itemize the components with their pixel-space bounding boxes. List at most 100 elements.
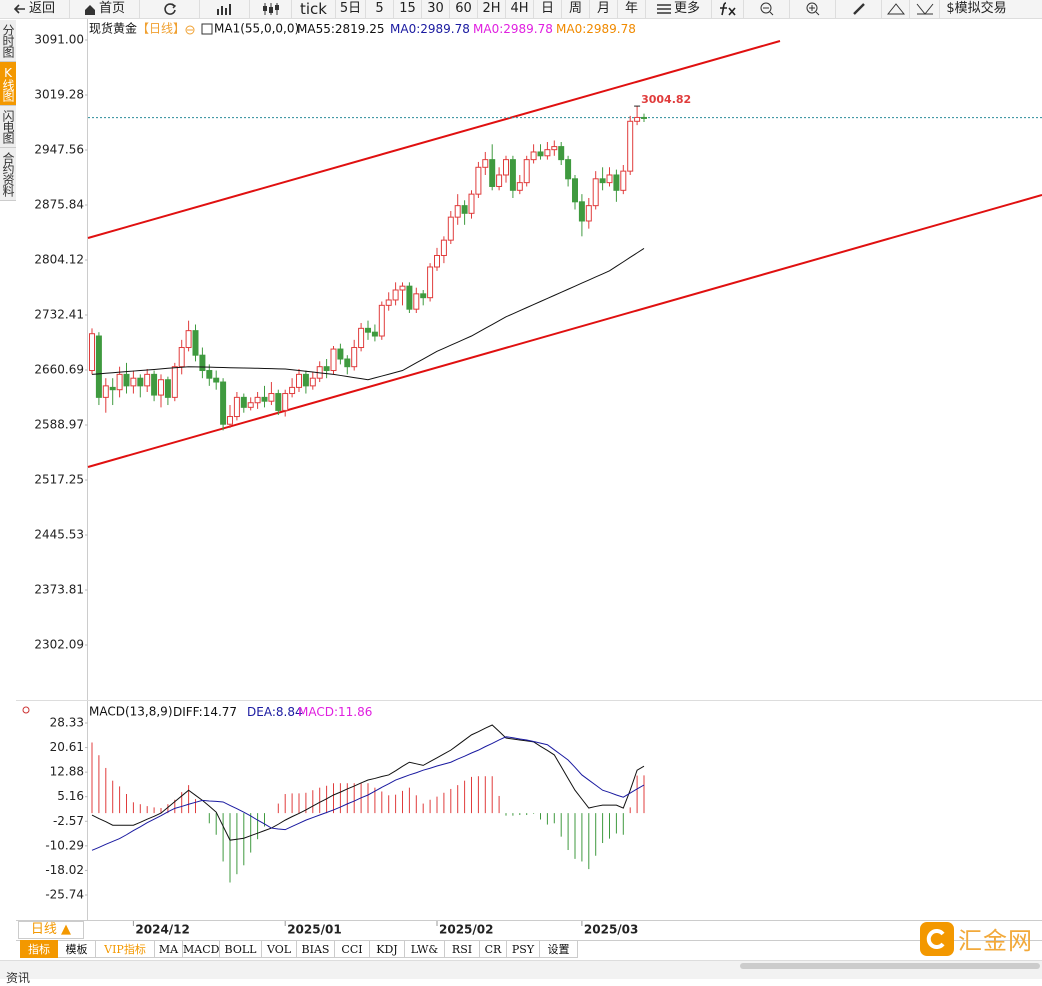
indicator-tab[interactable]: CCI: [335, 940, 370, 958]
period-button[interactable]: 4H: [506, 0, 534, 18]
period-button[interactable]: 5日: [336, 0, 366, 18]
candle-body: [206, 370, 213, 379]
candle-body: [503, 159, 509, 176]
down-button[interactable]: [910, 0, 940, 18]
sidebar-tab-active[interactable]: K线图: [0, 62, 16, 106]
candle-body: [641, 116, 647, 119]
home-button[interactable]: 首页: [70, 0, 140, 18]
y-tick-label: 2373.81: [34, 582, 84, 596]
candle-body: [275, 393, 282, 411]
draw-button[interactable]: [836, 0, 882, 18]
y-tick-label: 2732.41: [34, 307, 84, 321]
indicator-tab[interactable]: VOL: [262, 940, 297, 958]
formula-button[interactable]: [712, 0, 744, 18]
diff-legend: DIFF:14.77: [173, 705, 237, 719]
candle-body: [185, 330, 192, 349]
candle-body: [192, 330, 199, 356]
button-label: 更多: [673, 1, 700, 16]
macd-tick-label: -2.57: [53, 814, 84, 828]
candle-body: [585, 205, 592, 222]
indicator-tab[interactable]: 指标: [20, 940, 58, 958]
period-button[interactable]: 年: [618, 0, 646, 18]
indicator-tab[interactable]: LW&: [405, 940, 445, 958]
bars-icon: [216, 4, 231, 15]
indicator-tab[interactable]: VIP指标: [96, 940, 155, 958]
zoom-in-button[interactable]: [790, 0, 836, 18]
refresh-button[interactable]: [140, 0, 200, 18]
indicator-tab[interactable]: BOLL: [220, 940, 262, 958]
period-button[interactable]: 60: [450, 0, 478, 18]
y-tick-label: 2445.53: [34, 527, 84, 541]
sidebar-tab[interactable]: 合约资料: [0, 148, 16, 201]
collapse-icon[interactable]: [185, 25, 195, 35]
macd-icon[interactable]: [22, 706, 30, 714]
triangle-up-icon: [886, 3, 905, 15]
up-button[interactable]: [882, 0, 910, 18]
ma0-legend: MA0:2989.78: [556, 22, 636, 36]
candle-body: [565, 159, 572, 180]
refresh-icon: [163, 3, 176, 15]
period-button[interactable]: 月: [590, 0, 618, 18]
back-button[interactable]: 返回: [0, 0, 70, 18]
ma0-legend: MA0:2989.78: [390, 22, 470, 36]
candle-body: [627, 120, 634, 172]
diff-value: 14.77: [203, 705, 237, 719]
button-label: 60: [455, 1, 472, 16]
candle-body: [613, 174, 620, 191]
indicator-tab[interactable]: 设置: [540, 940, 578, 958]
period-button[interactable]: 周: [562, 0, 590, 18]
candle-body: [247, 402, 254, 408]
sidebar-tab[interactable]: 闪电图: [0, 106, 16, 148]
scrollbar[interactable]: [740, 963, 1040, 969]
period-button[interactable]: 15: [394, 0, 422, 18]
candle-body: [323, 366, 330, 372]
period-button[interactable]: 5: [366, 0, 394, 18]
indicator-label: MA1(55,0,0,0): [214, 22, 299, 36]
candle-button[interactable]: [250, 0, 292, 18]
y-tick-label: 3019.28: [34, 88, 84, 102]
indicator-tab[interactable]: CR: [480, 940, 507, 958]
macd-tick-label: 28.33: [50, 716, 84, 730]
indicator-tab[interactable]: BIAS: [297, 940, 335, 958]
period-button[interactable]: 30: [422, 0, 450, 18]
indicator-tab[interactable]: RSI: [445, 940, 480, 958]
indicator-tab[interactable]: PSY: [507, 940, 540, 958]
more-button[interactable]: 更多: [646, 0, 712, 18]
period-tab[interactable]: 日线 ▲: [18, 921, 84, 939]
y-tick-label: 2660.69: [34, 362, 84, 376]
candle-body: [302, 373, 309, 387]
y-tick-label: 2804.12: [34, 253, 84, 267]
indicator-tab[interactable]: MACD: [183, 940, 220, 958]
candle-body: [516, 182, 523, 191]
zoom-out-button[interactable]: [744, 0, 790, 18]
sidebar-tab[interactable]: 分时图: [0, 20, 16, 62]
candle-body: [130, 377, 137, 387]
candle-body: [454, 205, 461, 218]
x-tick-label: 2025/03: [584, 923, 638, 937]
candle-body: [365, 327, 371, 333]
indicator-tab[interactable]: 模板: [58, 940, 96, 958]
period-button[interactable]: tick: [292, 0, 336, 18]
period-button[interactable]: 日: [534, 0, 562, 18]
macd-tick-label: 20.61: [50, 740, 84, 754]
indicator-tab[interactable]: KDJ: [370, 940, 405, 958]
candle-body: [123, 373, 130, 387]
back-icon: [13, 4, 25, 14]
candle-body: [330, 348, 337, 372]
candle-body: [482, 159, 489, 168]
candle-body: [578, 201, 585, 222]
fx-icon: [719, 2, 736, 16]
candle-body: [371, 331, 378, 337]
macd-value: 11.86: [338, 705, 372, 719]
button-label: 30: [427, 1, 444, 16]
candle-body: [102, 385, 109, 398]
period-button[interactable]: 2H: [478, 0, 506, 18]
sim-trade-button[interactable]: $模拟交易: [940, 0, 1013, 18]
indicator-icon[interactable]: [201, 23, 213, 35]
indicator-tab[interactable]: MA: [155, 940, 183, 958]
candle-body: [296, 373, 302, 388]
chart-type-button[interactable]: [200, 0, 250, 18]
candle-body: [392, 289, 399, 301]
y-tick-label: 3091.00: [34, 33, 84, 47]
candle-body: [358, 327, 365, 349]
